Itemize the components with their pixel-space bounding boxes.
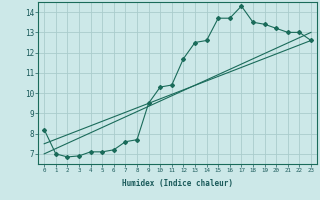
X-axis label: Humidex (Indice chaleur): Humidex (Indice chaleur)	[122, 179, 233, 188]
